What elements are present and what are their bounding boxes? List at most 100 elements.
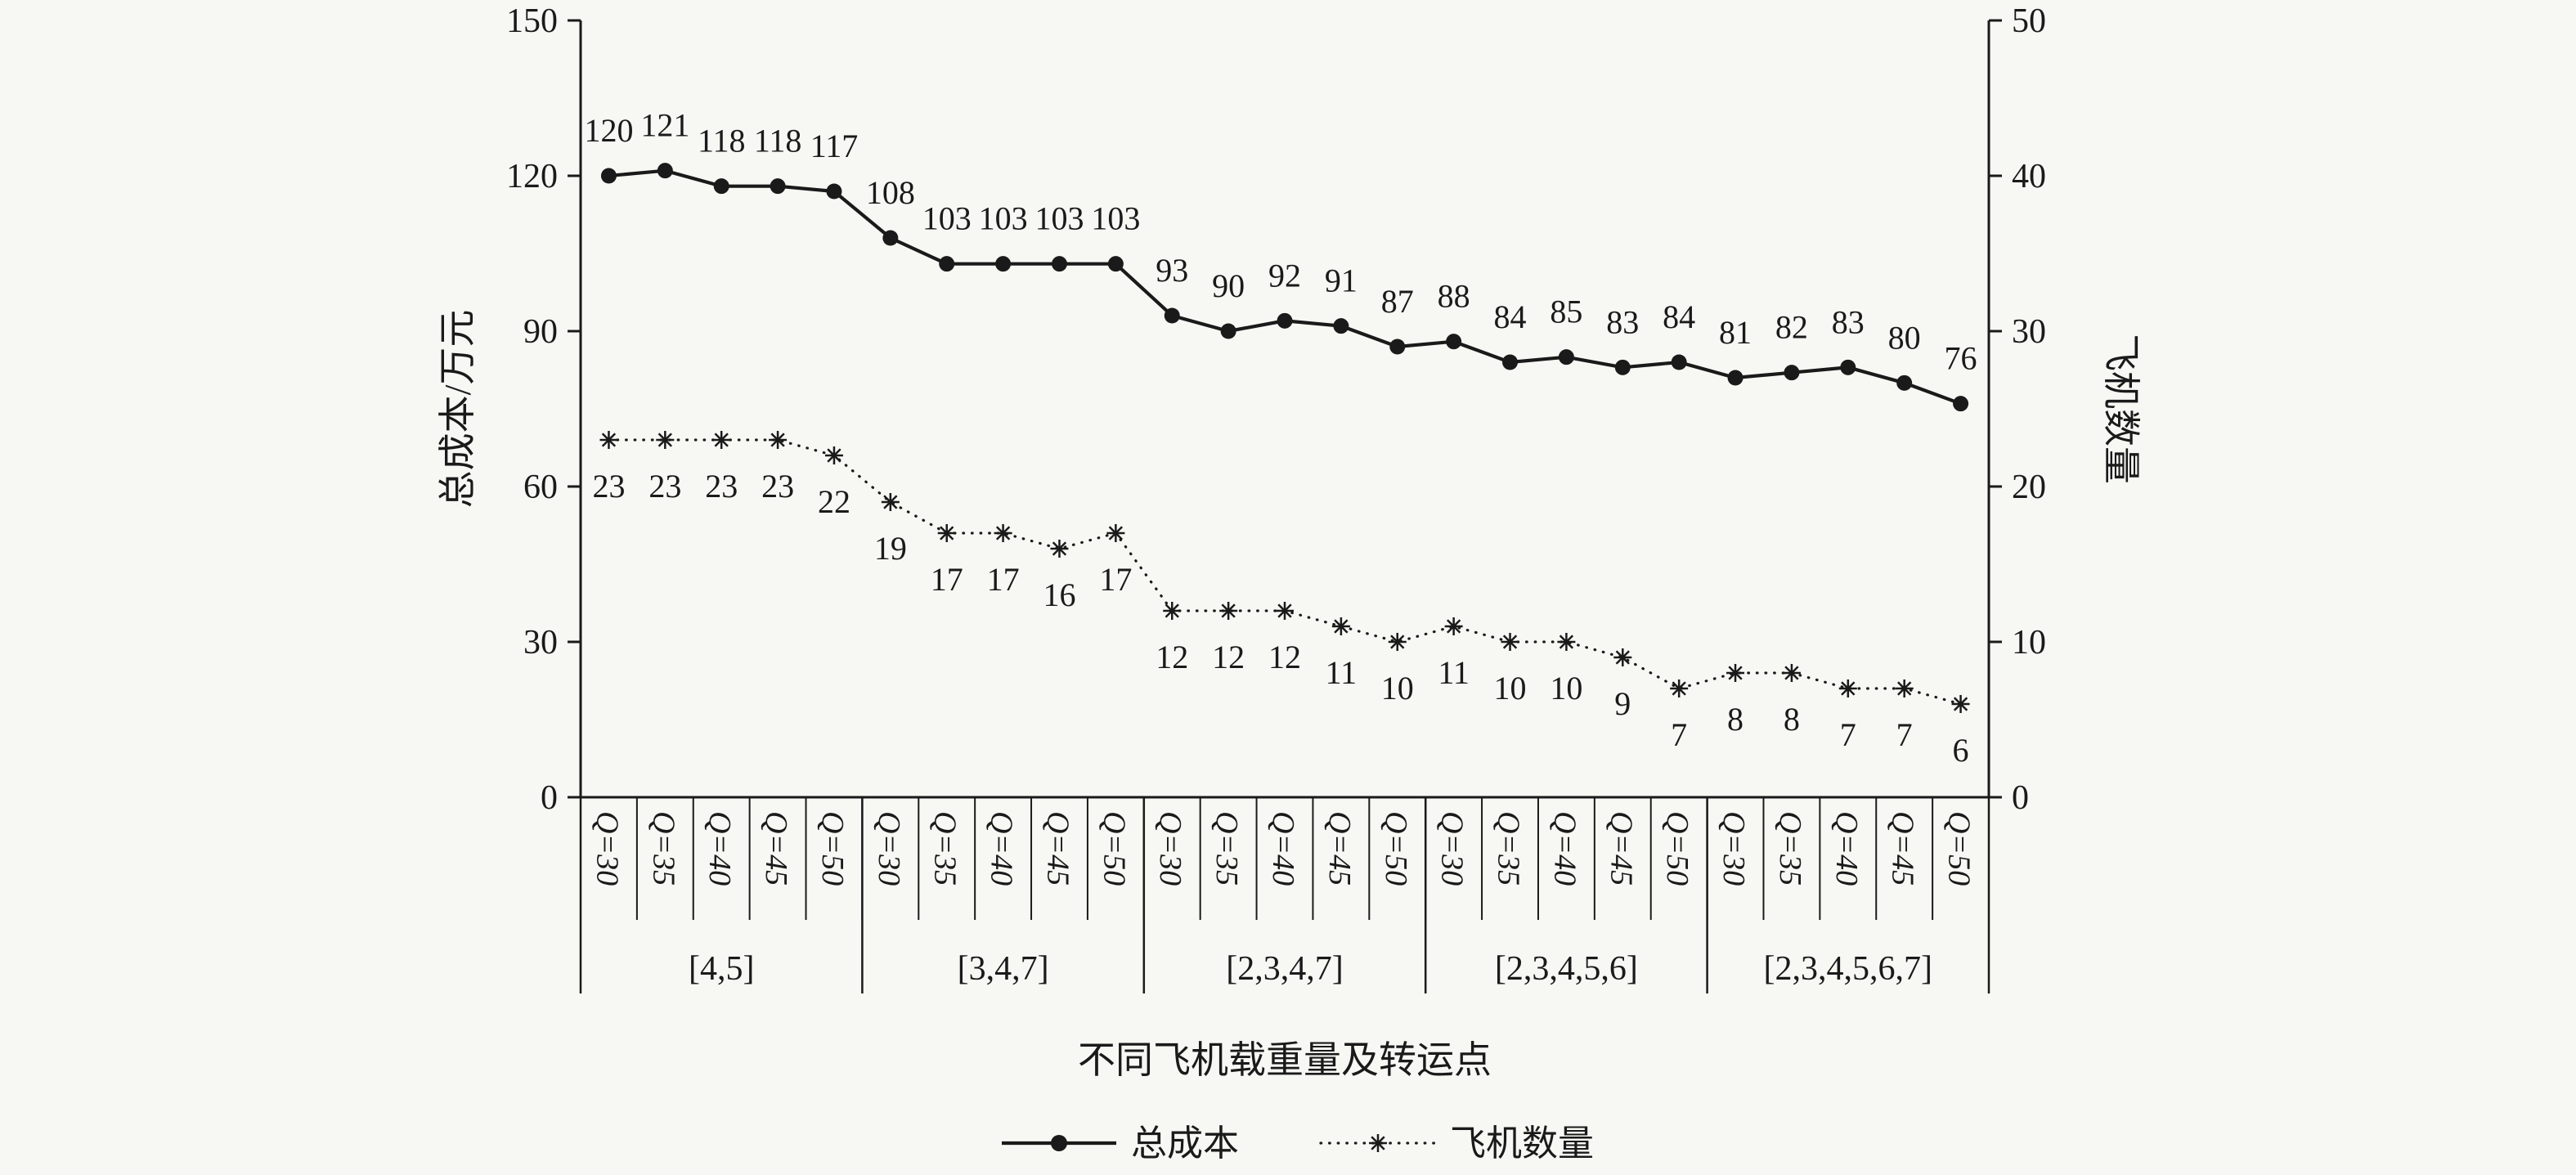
circle-marker bbox=[1446, 334, 1462, 350]
q-tick-label: Q=50 bbox=[1379, 811, 1413, 886]
data-label: 76 bbox=[1945, 340, 1977, 377]
data-label: 82 bbox=[1775, 309, 1808, 346]
circle-marker bbox=[1277, 312, 1293, 329]
star-marker-line bbox=[1784, 666, 1799, 680]
star-marker-line bbox=[1559, 635, 1574, 649]
legend: 总成本 飞机数量 bbox=[1002, 1123, 1594, 1164]
group-label: [2,3,4,5,6,7] bbox=[1764, 950, 1932, 988]
data-label: 103 bbox=[922, 200, 972, 237]
data-label: 84 bbox=[1663, 298, 1695, 335]
q-tick-label: Q=40 bbox=[1547, 811, 1582, 886]
data-label: 92 bbox=[1268, 257, 1301, 294]
x-axis-title: 不同飞机载重量及转运点 bbox=[1078, 1039, 1492, 1081]
q-tick-label: Q=30 bbox=[1153, 811, 1187, 886]
data-label: 81 bbox=[1719, 314, 1752, 351]
circle-marker bbox=[713, 178, 729, 195]
data-label: 8 bbox=[1727, 701, 1744, 738]
group-label: [4,5] bbox=[689, 950, 754, 988]
data-label: 23 bbox=[705, 468, 738, 505]
data-label: 103 bbox=[1091, 200, 1140, 237]
data-label: 10 bbox=[1494, 670, 1527, 706]
circle-marker bbox=[1502, 354, 1519, 370]
data-label: 88 bbox=[1438, 278, 1470, 315]
q-tick-label: Q=45 bbox=[1322, 811, 1357, 886]
data-label: 17 bbox=[987, 561, 1020, 598]
circle-marker bbox=[995, 256, 1012, 272]
left-tick-label: 120 bbox=[506, 158, 558, 195]
data-label: 7 bbox=[1671, 716, 1687, 753]
data-label: 19 bbox=[874, 530, 907, 567]
q-tick-label: Q=50 bbox=[1660, 811, 1694, 886]
star-marker-line bbox=[1672, 681, 1686, 696]
circle-marker bbox=[1333, 318, 1349, 334]
q-tick-label: Q=35 bbox=[928, 811, 963, 886]
star-marker-line bbox=[770, 433, 785, 447]
circle-marker bbox=[882, 230, 899, 246]
star-marker-line bbox=[1841, 681, 1856, 696]
left-tick-label: 0 bbox=[541, 779, 558, 817]
circle-marker bbox=[1671, 354, 1687, 370]
data-label: 84 bbox=[1494, 298, 1527, 335]
right-axis-title: 飞机数量 bbox=[2100, 334, 2142, 484]
circle-marker bbox=[1784, 365, 1800, 381]
data-label: 117 bbox=[810, 128, 859, 164]
data-label: 118 bbox=[698, 123, 746, 159]
circle-marker bbox=[1164, 307, 1180, 324]
left-tick-label: 90 bbox=[523, 313, 558, 351]
circle-marker bbox=[1727, 370, 1744, 386]
left-tick-label: 60 bbox=[523, 469, 558, 506]
circle-marker bbox=[939, 256, 955, 272]
data-label: 80 bbox=[1888, 319, 1921, 356]
data-label: 22 bbox=[818, 483, 850, 520]
circle-marker bbox=[1051, 256, 1067, 272]
star-marker-line bbox=[1390, 635, 1405, 649]
data-label: 11 bbox=[1438, 654, 1470, 691]
q-tick-label: Q=35 bbox=[1492, 811, 1526, 886]
star-marker-line bbox=[1052, 541, 1067, 556]
data-label: 12 bbox=[1212, 639, 1245, 675]
circle-marker bbox=[1614, 359, 1631, 375]
left-axis-title: 总成本/万元 bbox=[437, 310, 478, 509]
data-label: 90 bbox=[1212, 267, 1245, 304]
data-label: 91 bbox=[1325, 262, 1358, 299]
q-tick-label: Q=35 bbox=[1773, 811, 1807, 886]
data-label: 93 bbox=[1156, 252, 1188, 289]
q-tick-label: Q=45 bbox=[1040, 811, 1075, 886]
q-tick-label: Q=50 bbox=[815, 811, 850, 886]
star-marker-line bbox=[657, 433, 672, 447]
circle-marker bbox=[600, 168, 617, 184]
circle-marker bbox=[1220, 323, 1236, 339]
q-tick-label: Q=35 bbox=[646, 811, 680, 886]
series-aircraft_count: 23 23 23 23 22 19 17 17 16 17 12 12 12 11 10 11 10 10 9 7 8 8… bbox=[592, 431, 1970, 769]
q-tick-label: Q=40 bbox=[985, 811, 1019, 886]
axes: 0 30 60 90 120 150 0 10 20 30 40 50 总成本/万元 飞机数量不同飞机载重… bbox=[437, 2, 2142, 1081]
data-label: 120 bbox=[584, 112, 633, 149]
star-marker-line bbox=[1615, 650, 1630, 665]
q-tick-label: Q=45 bbox=[1604, 811, 1638, 886]
star-marker-line bbox=[1165, 603, 1179, 618]
star-marker-line bbox=[1897, 681, 1912, 696]
data-label: 11 bbox=[1326, 654, 1358, 691]
q-tick-label: Q=30 bbox=[872, 811, 906, 886]
right-tick-label: 0 bbox=[2012, 779, 2029, 817]
right-tick-label: 40 bbox=[2012, 158, 2046, 195]
q-tick-label: Q=30 bbox=[1717, 811, 1751, 886]
q-tick-label: Q=30 bbox=[1435, 811, 1470, 886]
q-tick-label: Q=35 bbox=[1209, 811, 1244, 886]
legend-label-aircraft-count: 飞机数量 bbox=[1450, 1123, 1594, 1164]
circle-marker bbox=[826, 183, 842, 200]
q-tick-label: Q=40 bbox=[1266, 811, 1300, 886]
q-tick-label: Q=45 bbox=[1886, 811, 1920, 886]
data-label: 7 bbox=[1840, 716, 1856, 753]
circle-marker bbox=[657, 163, 673, 179]
circle-marker bbox=[770, 178, 786, 195]
star-marker-line bbox=[1108, 526, 1124, 540]
data-label: 121 bbox=[640, 107, 689, 144]
q-tick-label: Q=50 bbox=[1942, 811, 1977, 886]
star-marker-line bbox=[827, 448, 841, 463]
star-marker-line bbox=[714, 433, 729, 447]
group-label: [3,4,7] bbox=[958, 950, 1049, 988]
star-marker-line bbox=[883, 495, 898, 509]
